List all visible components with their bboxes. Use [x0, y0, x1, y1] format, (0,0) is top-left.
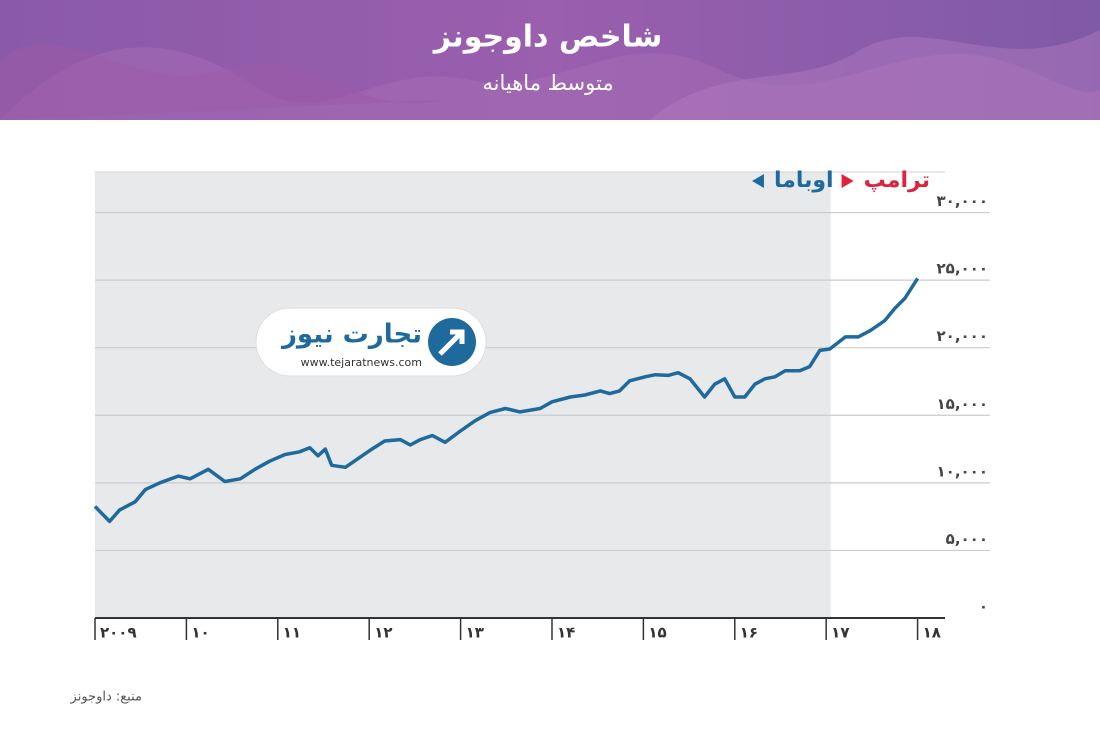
legend-marker	[841, 174, 854, 188]
x-tick-label: ۱۷	[831, 624, 849, 642]
period-region	[95, 172, 831, 618]
header-wave	[0, 44, 440, 121]
legend-label: اوباما	[774, 168, 834, 193]
x-tick-label: ۱۱	[283, 624, 301, 642]
chart-title: شاخص داوجونز	[432, 20, 662, 55]
x-tick-label: ۱۶	[740, 624, 758, 642]
logo-name: تجارت نیوز	[280, 320, 422, 350]
y-tick-label: ۱۰,۰۰۰	[937, 462, 988, 480]
data-line	[93, 277, 920, 524]
y-tick-label: ۱۵,۰۰۰	[937, 395, 988, 413]
x-tick-label: ۱۲	[374, 624, 392, 642]
logo-url: www.tejaratnews.com	[301, 356, 422, 369]
header-wave	[650, 30, 1100, 120]
x-tick-label: ۲۰۰۹	[100, 624, 137, 642]
legend-marker	[751, 174, 764, 188]
y-tick-label: ۳۰,۰۰۰	[937, 192, 988, 210]
period-region	[830, 172, 945, 618]
plot-area: ۰ ۵,۰۰۰ ۱۰,۰۰۰ ۱۵,۰۰۰ ۲۰,۰۰۰ ۲۵,۰۰۰ ۳۰,۰۰۰ ۲۰۰۹…	[93, 168, 990, 642]
y-tick-label: ۰	[979, 598, 988, 616]
source-note: منبع: داوجونز	[70, 690, 142, 705]
x-tick-label: ۱۰	[191, 624, 209, 642]
logo-arrow	[438, 329, 465, 356]
x-tick-label: ۱۴	[557, 624, 575, 642]
y-tick-label: ۵,۰۰۰	[946, 530, 988, 548]
logo: تجارت نیوز www.tejaratnews.com	[255, 307, 487, 377]
y-tick-label: ۲۰,۰۰۰	[937, 327, 988, 345]
x-tick-label: ۱۳	[466, 624, 484, 642]
legend-label: ترامپ	[864, 168, 930, 193]
y-tick-label: ۲۵,۰۰۰	[937, 260, 988, 278]
x-tick-label: ۱۵	[648, 624, 666, 642]
x-tick-label: ۱۸	[923, 624, 941, 642]
logo-badge	[255, 307, 487, 377]
chart-subtitle: متوسط ماهیانه	[482, 71, 613, 95]
